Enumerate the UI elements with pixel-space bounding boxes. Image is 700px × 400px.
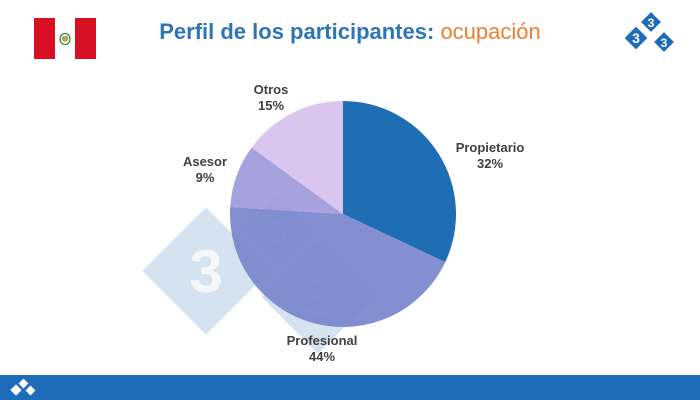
pie-label-profesional: Profesional — [287, 333, 358, 348]
flag-coat-of-arms-icon — [59, 32, 71, 45]
title-accent: ocupación — [440, 19, 541, 44]
333-footer-logo-icon — [10, 379, 36, 396]
pie-slice-profesional — [230, 206, 446, 327]
pie-value-otros: 15% — [258, 98, 284, 113]
pie-value-asesor: 9% — [196, 170, 215, 185]
svg-text:3: 3 — [648, 16, 655, 30]
pie-label-asesor: Asesor — [183, 154, 227, 169]
peru-flag-icon — [34, 18, 97, 59]
333-logo-icon: 3 3 3 — [624, 12, 674, 52]
footer-bar — [0, 375, 700, 400]
pie-slice-otros — [251, 101, 343, 214]
flag-band-left — [34, 18, 55, 59]
pie-label-propietario: Propietario — [456, 140, 525, 155]
title-main: Perfil de los participantes: — [159, 19, 435, 44]
flag-band-right — [75, 18, 97, 59]
pie-value-profesional: 44% — [309, 349, 335, 364]
svg-text:3: 3 — [632, 30, 640, 46]
pie-label-otros: Otros — [254, 82, 289, 97]
page-title: Perfil de los participantes: ocupación — [0, 18, 700, 46]
svg-text:3: 3 — [661, 36, 668, 50]
pie-slice-asesor — [230, 147, 343, 214]
pie-slice-propietario — [343, 101, 456, 263]
pie-value-propietario: 32% — [477, 156, 503, 171]
